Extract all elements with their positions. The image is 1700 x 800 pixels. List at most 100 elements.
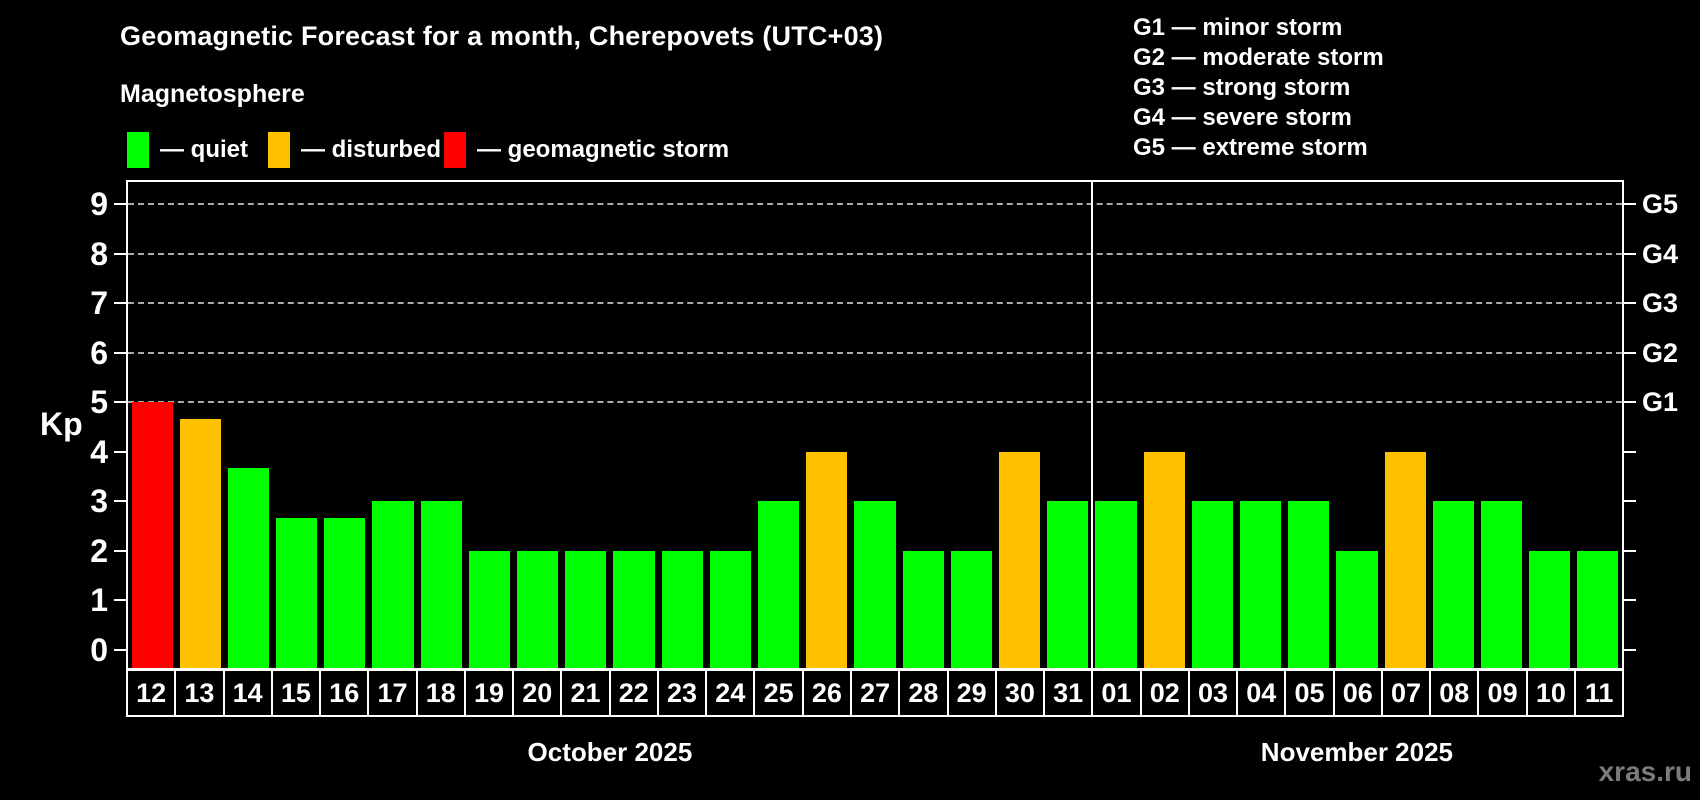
- day-cell: 17: [367, 671, 415, 715]
- kp-bar: [517, 550, 559, 668]
- g-scale-legend: G1 — minor storm G2 — moderate storm G3 — …: [1133, 13, 1384, 163]
- g-scale-label: G1: [1642, 387, 1679, 418]
- chart-title: Geomagnetic Forecast for a month, Cherep…: [120, 21, 884, 51]
- day-cell: 27: [849, 671, 898, 715]
- kp-axis-tick: [114, 450, 128, 453]
- day-cell: 06: [1332, 671, 1381, 715]
- kp-bar: [1239, 501, 1282, 668]
- g-axis-tick: [1622, 203, 1636, 206]
- g-axis-tick: [1622, 252, 1636, 255]
- day-cell: 15: [270, 671, 319, 715]
- day-cell: 11: [1573, 671, 1622, 715]
- kp-bar: [1288, 501, 1330, 668]
- kp-bar: [1529, 550, 1571, 668]
- kp-axis-tick: [114, 203, 128, 206]
- g-scale-label: G2: [1642, 337, 1679, 368]
- kp-bar: [276, 517, 318, 668]
- g-legend-line: G2 — moderate storm: [1133, 44, 1384, 71]
- g-legend-line: G1 — minor storm: [1133, 14, 1343, 41]
- day-cell: 28: [898, 671, 946, 715]
- kp-bar: [709, 550, 751, 668]
- kp-bar: [758, 501, 800, 668]
- kp-tick-label: 4: [90, 433, 108, 470]
- kp-axis-tick: [114, 252, 128, 255]
- kp-bar: [372, 501, 414, 668]
- kp-bar: [420, 501, 462, 668]
- kp-axis-title: Kp: [40, 406, 83, 442]
- kp-bar: [1432, 501, 1474, 668]
- grid-line-kp7: [128, 302, 1622, 305]
- kp-tick-label: 1: [90, 582, 108, 619]
- day-cell: 20: [512, 671, 560, 715]
- kp-tick-label: 2: [90, 532, 108, 569]
- g-legend-line: G4 — severe storm: [1133, 104, 1352, 131]
- day-cell: 26: [801, 671, 850, 715]
- kp-axis-tick: [114, 599, 128, 602]
- kp-axis-tick: [114, 649, 128, 651]
- grid-line-kp6: [128, 351, 1622, 354]
- legend-label: — geomagnetic storm: [477, 135, 730, 163]
- kp-bar: [324, 517, 366, 668]
- day-cell: 14: [222, 671, 271, 715]
- kp-bar: [661, 550, 703, 668]
- g-axis-tick: [1622, 302, 1636, 305]
- kp-bar: [468, 550, 511, 668]
- kp-bar: [1095, 501, 1137, 668]
- kp-bar: [902, 550, 944, 668]
- legend-label: — quiet: [160, 135, 248, 163]
- kp-axis-tick: [114, 401, 128, 404]
- day-cell: 13: [174, 671, 222, 715]
- day-cell: 02: [1139, 671, 1188, 715]
- grid-line-kp5: [128, 401, 1622, 404]
- legend-label: — disturbed: [301, 135, 442, 163]
- day-cell: 16: [319, 671, 367, 715]
- day-cell: 08: [1429, 671, 1477, 715]
- kp-bar: [227, 468, 270, 668]
- month-label: November 2025: [1260, 737, 1454, 767]
- day-cell: 07: [1380, 671, 1429, 715]
- kp-tick-label: 6: [90, 334, 108, 371]
- g-scale-label: G3: [1642, 288, 1679, 319]
- day-cell: 01: [1091, 671, 1139, 715]
- legend-swatch-storm: [444, 131, 466, 168]
- legend-item-quiet: — quiet: [127, 131, 248, 168]
- kp-tick-label: 3: [90, 483, 108, 520]
- kp-tick-label: 9: [90, 186, 108, 223]
- g-axis-tick: [1622, 351, 1636, 354]
- g-axis-tick: [1622, 401, 1636, 404]
- kp-bar: [1336, 550, 1378, 668]
- legend-swatch-disturbed: [268, 131, 290, 168]
- kp-bar: [1191, 501, 1233, 668]
- day-cell: 05: [1284, 671, 1332, 715]
- month-label: October 2025: [527, 737, 693, 767]
- kp-axis-tick: [114, 302, 128, 305]
- kp-axis-tick: [114, 549, 128, 552]
- day-cell: 10: [1525, 671, 1574, 715]
- day-cell: 04: [1236, 671, 1284, 715]
- g-legend-line: G3 — strong storm: [1133, 74, 1351, 101]
- g-axis-tick: [1622, 500, 1636, 503]
- watermark: xras.ru: [1598, 756, 1692, 787]
- kp-bar: [998, 451, 1041, 668]
- g-axis-tick: [1622, 599, 1636, 602]
- kp-bar: [613, 550, 655, 668]
- kp-bar: [565, 550, 607, 668]
- day-cell: 21: [560, 671, 608, 715]
- kp-tick-label: 0: [90, 632, 108, 668]
- month-separator: [1090, 182, 1093, 668]
- day-cell: 31: [1043, 671, 1091, 715]
- grid-line-kp9: [128, 203, 1622, 206]
- day-cell: 22: [608, 671, 657, 715]
- g-scale-label: G5: [1642, 189, 1679, 220]
- plot-area: [128, 182, 1622, 668]
- kp-bar: [179, 418, 221, 668]
- kp-tick-label: 5: [90, 384, 108, 421]
- day-cell: 30: [994, 671, 1043, 715]
- kp-axis-tick: [114, 351, 128, 354]
- day-cell: 12: [136, 677, 167, 708]
- day-cell: 25: [753, 671, 801, 715]
- kp-bar: [854, 501, 896, 668]
- g-axis-tick: [1622, 549, 1636, 552]
- kp-bar: [1143, 451, 1185, 668]
